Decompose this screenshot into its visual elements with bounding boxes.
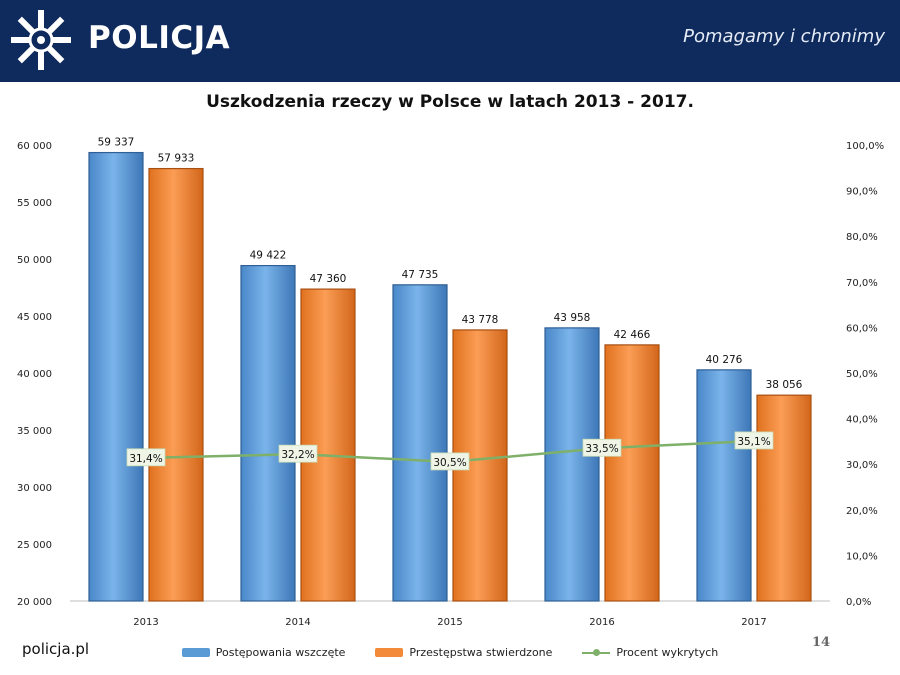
police-star-logo [11,10,71,70]
logo-ray-bar [38,52,44,70]
bar-data-label: 42 466 [614,329,651,341]
bar [148,167,204,602]
slogan: Pomagamy i chronimy [683,26,885,47]
logo-ray [47,46,65,64]
y-left-tick-label: 25 000 [17,540,52,551]
bar [696,369,752,602]
legend-label: Postępowania wszczęte [215,646,346,659]
x-tick-label: 2014 [285,617,310,628]
y-right-tick-label: 70,0% [846,278,878,289]
y-left-tick-label: 55 000 [17,198,52,209]
logo-center [37,36,45,44]
y-left-tick-label: 45 000 [17,312,52,323]
bar [756,394,812,602]
logo-ray [53,37,71,43]
line-label-box [278,444,318,463]
logo-ray [17,46,35,64]
legend-item-procent: Procent wykrytych [582,646,718,659]
y-right-tick-label: 80,0% [846,232,878,243]
y-right-tick-label: 90,0% [846,187,878,198]
y-right-tick-label: 100,0% [846,141,884,152]
legend-swatch-blue [181,648,210,657]
logo-ray [17,16,35,34]
bar [240,264,296,602]
header-bar: POLICJA Pomagamy i chronimy [0,0,900,82]
y-right-tick-label: 10,0% [846,551,878,562]
logo-ring [28,27,54,53]
bar-data-label: 47 735 [402,269,439,281]
page-number: 14 [812,635,831,650]
bar-data-label: 47 360 [310,273,347,285]
line-data-label: 32,2% [281,449,314,461]
logo-ray [11,37,29,43]
bar [604,344,660,602]
x-tick-label: 2017 [741,617,766,628]
y-right-tick-label: 0,0% [846,597,871,608]
legend-item-przestepstwa: Przestępstwa stwierdzone [375,646,552,659]
logo-ray-bar [11,37,29,43]
logo-ray-bar [17,46,35,64]
logo-ray-bar [38,10,44,28]
bar [544,327,600,602]
bar-data-label: 57 933 [158,153,195,165]
line-data-label: 33,5% [585,443,618,455]
bar [88,151,144,602]
y-right-tick-label: 60,0% [846,323,878,334]
x-tick-label: 2013 [133,617,158,628]
y-left-tick-label: 30 000 [17,483,52,494]
y-left-tick-label: 20 000 [17,597,52,608]
line-label-box [734,431,774,450]
y-left-tick-label: 40 000 [17,369,52,380]
logo-ray-bar [47,46,65,64]
logo-ray-bar [47,16,65,34]
y-left-tick-label: 35 000 [17,426,52,437]
chart-area: 20 000 25 000 30 000 35 000 40 000 45 000 50 0… [17,137,884,628]
logo-ray-bar [53,37,71,43]
line-data-label: 31,4% [129,453,162,465]
bar-data-label: 43 958 [554,312,591,324]
y-left-tick-label: 50 000 [17,255,52,266]
line-label-box [582,438,622,457]
legend-item-postepowania: Postępowania wszczęte [181,646,346,659]
y-right-tick-label: 30,0% [846,460,878,471]
x-tick-label: 2016 [589,617,614,628]
logo-ray [38,10,44,28]
line-data-label: 35,1% [737,436,770,448]
y-right-tick-label: 20,0% [846,506,878,517]
site-url[interactable]: policja.pl [22,640,90,658]
bar [392,284,448,602]
logo-ray [47,16,65,34]
y-right-tick-label: 40,0% [846,415,878,426]
chart-legend: Postępowania wszczęte Przestępstwa stwie… [0,646,900,659]
brand-name: POLICJA [88,20,231,56]
line-data-label: 30,5% [433,457,466,469]
y-right-tick-label: 50,0% [846,369,878,380]
line-label-box [430,452,470,471]
bar-data-label: 43 778 [462,314,499,326]
logo-ray [38,52,44,70]
legend-swatch-orange [375,648,404,657]
bar-data-label: 40 276 [706,354,743,366]
bar-data-label: 38 056 [766,379,803,391]
bar-data-label: 59 337 [98,137,135,149]
bar-data-label: 49 422 [250,250,287,262]
line-label-box [126,448,166,467]
y-left-tick-label: 60 000 [17,141,52,152]
legend-label: Przestępstwa stwierdzone [409,646,553,659]
logo-ray-bar [17,16,35,34]
legend-label: Procent wykrytych [616,646,719,659]
chart-title: Uszkodzenia rzeczy w Polsce w latach 201… [206,92,694,112]
x-tick-label: 2015 [437,617,462,628]
legend-swatch-line [582,648,611,657]
